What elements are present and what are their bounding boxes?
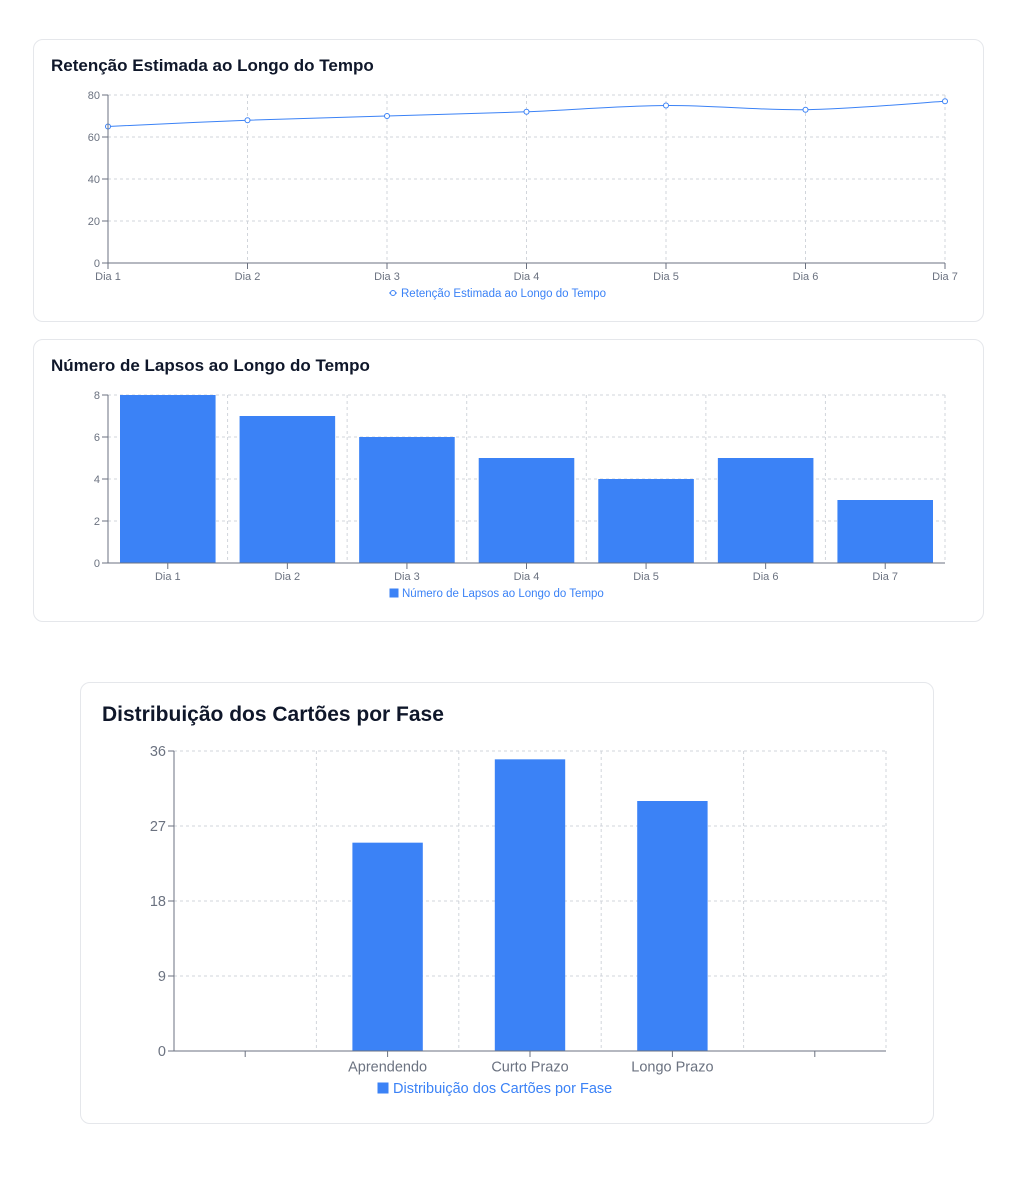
legend-marker-icon bbox=[390, 290, 396, 296]
x-tick-label: Dia 6 bbox=[753, 571, 779, 583]
bar bbox=[120, 395, 216, 563]
y-tick-label: 9 bbox=[158, 969, 166, 985]
data-point bbox=[802, 106, 809, 113]
lapses-chart-title: Número de Lapsos ao Longo do Tempo bbox=[51, 356, 370, 375]
y-tick-label: 27 bbox=[150, 819, 166, 835]
bar bbox=[494, 759, 566, 1051]
retention-chart-title: Retenção Estimada ao Longo do Tempo bbox=[51, 56, 374, 75]
x-tick-label: Dia 5 bbox=[633, 571, 659, 583]
x-tick-label: Dia 6 bbox=[793, 271, 819, 283]
y-tick-label: 4 bbox=[94, 474, 100, 486]
grid bbox=[107, 94, 946, 263]
x-tick-label: Curto Prazo bbox=[491, 1060, 568, 1076]
y-tick-label: 40 bbox=[88, 174, 100, 186]
data-point bbox=[384, 113, 390, 119]
retention-line-chart: 0 20 40 60 80 Dia 1 Dia 2 Dia 3 Dia 4 Dia 5 Dia 6 D… bbox=[88, 90, 958, 300]
x-tick-label: Dia 4 bbox=[514, 271, 540, 283]
lapses-bar-chart: 0 2 4 6 8 Dia 1 Dia 2 Dia 3 Dia 4 Dia 5 Dia 6 Dia 7… bbox=[94, 390, 946, 600]
phases-chart-title: Distribuição dos Cartões por Fase bbox=[102, 703, 444, 726]
x-tick-label: Dia 3 bbox=[374, 271, 400, 283]
y-tick-label: 6 bbox=[94, 432, 100, 444]
bar bbox=[717, 458, 814, 563]
phases-bar-chart: 0 9 18 27 36 Aprendendo Curto Prazo Longo Prazo… bbox=[150, 744, 887, 1097]
data-point bbox=[663, 102, 669, 109]
y-tick-label: 0 bbox=[94, 558, 100, 570]
bar bbox=[239, 416, 336, 563]
x-tick-label: Dia 4 bbox=[514, 571, 540, 583]
y-tick-label: 2 bbox=[94, 516, 100, 528]
y-tick-label: 0 bbox=[158, 1044, 166, 1060]
bar bbox=[478, 458, 575, 563]
y-tick-label: 0 bbox=[94, 258, 100, 270]
bar bbox=[359, 437, 455, 563]
data-point bbox=[523, 108, 530, 115]
x-tick-label: Dia 3 bbox=[394, 571, 420, 583]
x-tick-label: Dia 7 bbox=[932, 271, 958, 283]
legend-label: Distribuição dos Cartões por Fase bbox=[393, 1081, 612, 1097]
legend-swatch-icon bbox=[389, 588, 399, 598]
phases-chart-card: Distribuição dos Cartões por Fase 0 9 18 27… bbox=[80, 682, 934, 1124]
retention-chart-card: Retenção Estimada ao Longo do Tempo 0 20 4… bbox=[33, 39, 984, 322]
legend-swatch-icon bbox=[377, 1082, 389, 1094]
x-tick-label: Dia 1 bbox=[155, 571, 181, 583]
x-tick-label: Dia 2 bbox=[235, 271, 261, 283]
bar bbox=[837, 500, 933, 563]
x-tick-label: Dia 5 bbox=[653, 271, 679, 283]
bar bbox=[637, 801, 708, 1051]
data-point bbox=[942, 98, 948, 105]
x-tick-label: Longo Prazo bbox=[631, 1060, 713, 1076]
y-tick-label: 18 bbox=[150, 894, 166, 910]
y-tick-label: 60 bbox=[88, 132, 100, 144]
y-tick-label: 80 bbox=[88, 90, 100, 102]
bar bbox=[598, 479, 694, 563]
x-tick-label: Aprendendo bbox=[348, 1060, 427, 1076]
x-tick-label: Dia 1 bbox=[95, 271, 121, 283]
y-tick-label: 20 bbox=[88, 216, 100, 228]
legend-label: Retenção Estimada ao Longo do Tempo bbox=[401, 288, 606, 300]
bar bbox=[352, 842, 423, 1051]
x-tick-label: Dia 7 bbox=[872, 571, 898, 583]
legend-label: Número de Lapsos ao Longo do Tempo bbox=[402, 588, 604, 600]
lapses-chart-card: Número de Lapsos ao Longo do Tempo 0 2 4 6 8… bbox=[33, 339, 984, 622]
y-tick-label: 8 bbox=[94, 390, 100, 402]
data-point bbox=[244, 117, 251, 124]
y-tick-label: 36 bbox=[150, 744, 166, 760]
x-tick-label: Dia 2 bbox=[275, 571, 301, 583]
